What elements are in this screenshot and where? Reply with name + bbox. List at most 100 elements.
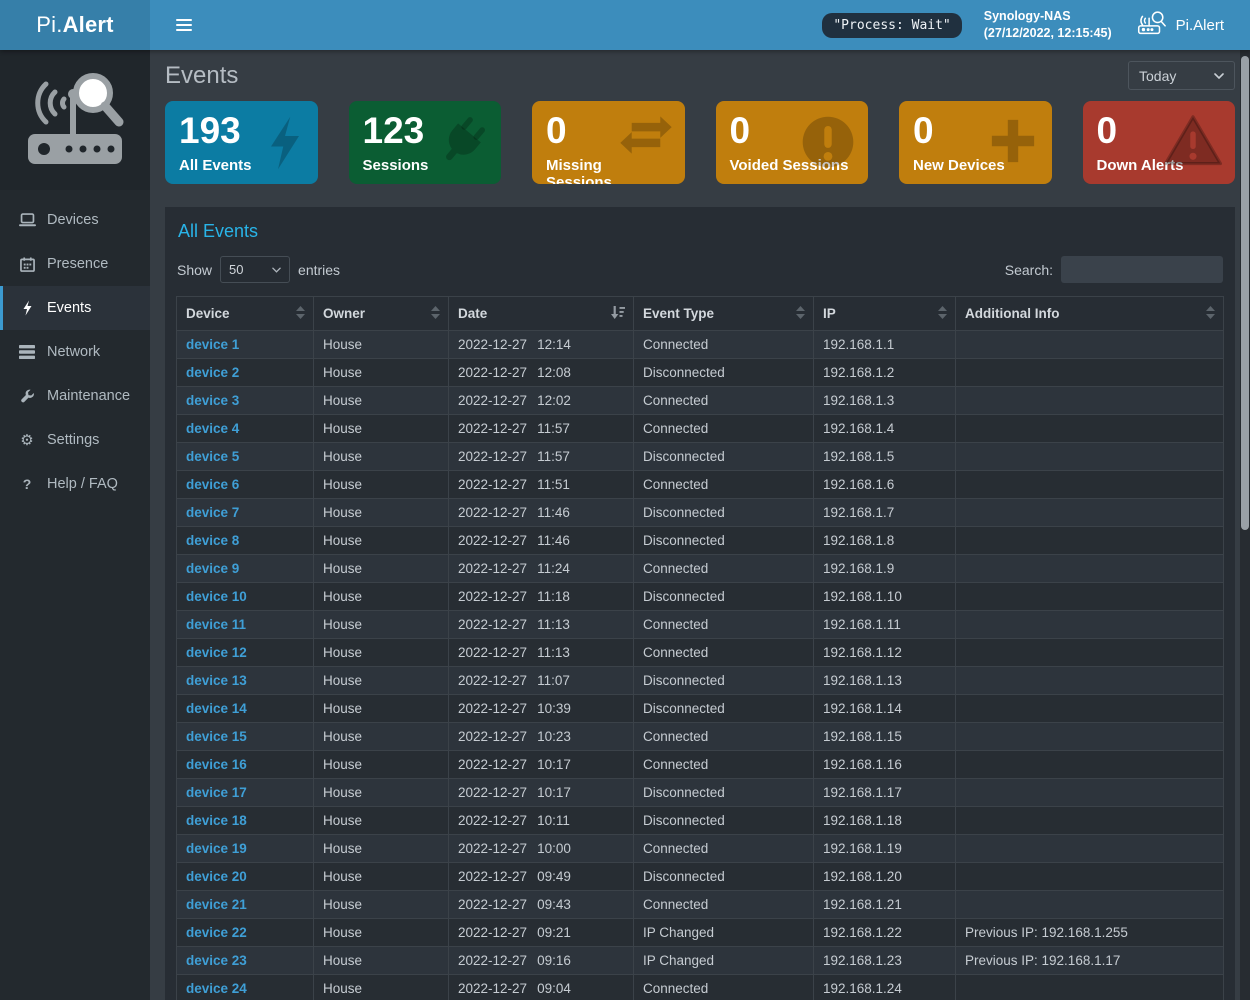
- additional-info-cell: [955, 442, 1224, 471]
- device-link[interactable]: device 22: [186, 925, 247, 940]
- owner-cell: House: [313, 470, 449, 499]
- date-cell: 2022-12-27 11:57: [448, 442, 634, 471]
- date-cell: 2022-12-27 10:11: [448, 806, 634, 835]
- ip-cell: 192.168.1.8: [813, 526, 956, 555]
- navbar-app-link[interactable]: Pi.Alert: [1134, 10, 1224, 40]
- sidebar-item-label: Presence: [47, 256, 109, 272]
- sidebar-item-devices[interactable]: Devices: [0, 198, 150, 242]
- ip-cell: 192.168.1.12: [813, 638, 956, 667]
- device-link[interactable]: device 19: [186, 841, 247, 856]
- owner-cell: House: [313, 638, 449, 667]
- card-label: New Devices: [913, 157, 1005, 174]
- additional-info-cell: [955, 666, 1224, 695]
- date-cell: 2022-12-27 11:24: [448, 554, 634, 583]
- column-header-date[interactable]: Date: [448, 296, 634, 331]
- owner-cell: House: [313, 974, 449, 1000]
- additional-info-cell: [955, 554, 1224, 583]
- exclamation-circle-icon: [801, 115, 855, 169]
- additional-info-cell: [955, 862, 1224, 891]
- device-link[interactable]: device 13: [186, 673, 247, 688]
- date-cell: 2022-12-27 09:16: [448, 946, 634, 975]
- pialert-logo-icon: [1134, 10, 1168, 40]
- owner-cell: House: [313, 806, 449, 835]
- owner-cell: House: [313, 890, 449, 919]
- sidebar-item-help[interactable]: ? Help / FAQ: [0, 462, 150, 506]
- date-cell: 2022-12-27 10:17: [448, 750, 634, 779]
- device-link[interactable]: device 15: [186, 729, 247, 744]
- sidebar-item-events[interactable]: Events: [0, 286, 150, 330]
- table-row: device 15 House 2022-12-27 10:23 Connecte…: [176, 722, 1224, 751]
- events-table-body: device 1 House 2022-12-27 12:14 Connected…: [176, 330, 1224, 1000]
- device-link[interactable]: device 2: [186, 365, 240, 380]
- device-link[interactable]: device 7: [186, 505, 240, 520]
- device-link[interactable]: device 24: [186, 981, 247, 996]
- sidebar-item-network[interactable]: Network: [0, 330, 150, 374]
- ip-cell: 192.168.1.7: [813, 498, 956, 527]
- event-type-cell: Disconnected: [633, 806, 814, 835]
- hamburger-icon[interactable]: [164, 0, 204, 50]
- device-link[interactable]: device 18: [186, 813, 247, 828]
- table-row: device 13 House 2022-12-27 11:07 Disconne…: [176, 666, 1224, 695]
- device-link[interactable]: device 16: [186, 757, 247, 772]
- device-link[interactable]: device 10: [186, 589, 247, 604]
- column-header-owner[interactable]: Owner: [313, 296, 449, 331]
- sidebar-item-settings[interactable]: ⚙ Settings: [0, 418, 150, 462]
- device-link[interactable]: device 3: [186, 393, 240, 408]
- event-type-cell: Disconnected: [633, 582, 814, 611]
- date-cell: 2022-12-27 09:43: [448, 890, 634, 919]
- device-link[interactable]: device 11: [186, 617, 247, 632]
- page-length-select[interactable]: 50: [220, 256, 291, 283]
- owner-cell: House: [313, 610, 449, 639]
- device-link[interactable]: device 12: [186, 645, 247, 660]
- device-link[interactable]: device 14: [186, 701, 247, 716]
- device-link[interactable]: device 4: [186, 421, 240, 436]
- period-dropdown[interactable]: Today: [1128, 61, 1235, 90]
- plus-icon: [987, 115, 1039, 167]
- brand-prefix: Pi.: [36, 12, 63, 37]
- event-type-cell: Connected: [633, 470, 814, 499]
- search-input[interactable]: [1061, 256, 1223, 283]
- device-link[interactable]: device 8: [186, 533, 240, 548]
- owner-cell: House: [313, 442, 449, 471]
- device-link[interactable]: device 9: [186, 561, 240, 576]
- device-link[interactable]: device 20: [186, 869, 247, 884]
- calendar-icon: [18, 256, 36, 272]
- device-link[interactable]: device 17: [186, 785, 247, 800]
- additional-info-cell: [955, 386, 1224, 415]
- app-logo[interactable]: Pi. Alert: [0, 0, 150, 50]
- scrollbar-thumb[interactable]: [1241, 56, 1249, 530]
- scrollbar-track[interactable]: [1240, 50, 1250, 1000]
- event-type-cell: Disconnected: [633, 358, 814, 387]
- column-header-ip[interactable]: IP: [813, 296, 956, 331]
- column-header-event-type[interactable]: Event Type: [633, 296, 814, 331]
- ip-cell: 192.168.1.5: [813, 442, 956, 471]
- ip-cell: 192.168.1.13: [813, 666, 956, 695]
- column-header-additional-info[interactable]: Additional Info: [955, 296, 1224, 331]
- event-type-cell: Connected: [633, 750, 814, 779]
- date-cell: 2022-12-27 11:46: [448, 526, 634, 555]
- additional-info-cell: [955, 806, 1224, 835]
- device-link[interactable]: device 21: [186, 897, 247, 912]
- sidebar-item-maintenance[interactable]: Maintenance: [0, 374, 150, 418]
- column-header-device[interactable]: Device: [176, 296, 314, 331]
- device-link[interactable]: device 23: [186, 953, 247, 968]
- event-type-cell: Connected: [633, 554, 814, 583]
- panel-title: All Events: [178, 221, 259, 241]
- date-cell: 2022-12-27 10:39: [448, 694, 634, 723]
- ip-cell: 192.168.1.11: [813, 610, 956, 639]
- ip-cell: 192.168.1.10: [813, 582, 956, 611]
- sidebar-item-presence[interactable]: Presence: [0, 242, 150, 286]
- chevron-down-icon: [1214, 72, 1224, 79]
- table-row: device 2 House 2022-12-27 12:08 Disconnec…: [176, 358, 1224, 387]
- device-link[interactable]: device 1: [186, 337, 240, 352]
- table-row: device 5 House 2022-12-27 11:57 Disconnec…: [176, 442, 1224, 471]
- device-link[interactable]: device 6: [186, 477, 240, 492]
- additional-info-cell: [955, 890, 1224, 919]
- ip-cell: 192.168.1.23: [813, 946, 956, 975]
- event-type-cell: Connected: [633, 890, 814, 919]
- table-row: device 10 House 2022-12-27 11:18 Disconne…: [176, 582, 1224, 611]
- date-cell: 2022-12-27 11:07: [448, 666, 634, 695]
- additional-info-cell: [955, 526, 1224, 555]
- device-link[interactable]: device 5: [186, 449, 240, 464]
- table-row: device 21 House 2022-12-27 09:43 Connecte…: [176, 890, 1224, 919]
